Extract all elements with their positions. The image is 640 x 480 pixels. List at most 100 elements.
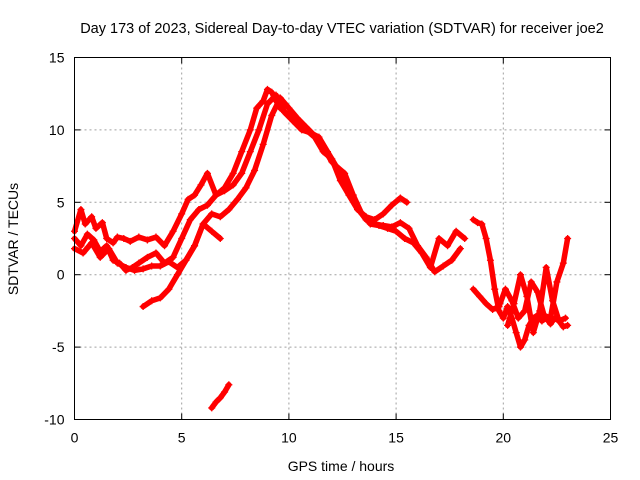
data-point	[178, 210, 186, 218]
data-point	[83, 230, 91, 238]
data-point	[311, 132, 319, 140]
data-point	[268, 88, 276, 96]
data-point	[542, 263, 550, 271]
data-point	[345, 187, 353, 195]
data-point	[203, 169, 211, 177]
y-tick-label: 5	[57, 194, 65, 210]
data-point	[229, 181, 237, 189]
series-arc-1	[71, 85, 411, 250]
data-point	[255, 126, 263, 134]
y-axis-label: SDTVAR / TECUs	[5, 183, 21, 295]
data-point	[253, 104, 261, 112]
data-point	[143, 236, 151, 244]
data-point	[182, 256, 190, 264]
data-point	[396, 219, 404, 227]
data-point	[195, 206, 203, 214]
data-point	[559, 259, 567, 267]
data-point	[504, 321, 512, 329]
data-point	[388, 201, 396, 209]
data-point	[197, 181, 205, 189]
data-point	[212, 191, 220, 199]
data-point	[285, 104, 293, 112]
data-point	[126, 237, 134, 245]
series-line	[140, 221, 224, 310]
x-axis-label: GPS time / hours	[288, 458, 395, 474]
data-point	[276, 94, 284, 102]
data-point	[452, 227, 460, 235]
data-point	[203, 201, 211, 209]
data-point	[216, 213, 224, 221]
data-point	[476, 292, 484, 300]
series-line	[504, 264, 569, 336]
data-point	[422, 253, 430, 261]
data-point	[221, 388, 229, 396]
series-arc-3	[71, 94, 464, 276]
data-point	[456, 245, 464, 253]
chart-title: Day 173 of 2023, Sidereal Day-to-day VTE…	[80, 21, 604, 37]
data-point	[169, 253, 177, 261]
data-point	[474, 219, 482, 227]
data-point	[165, 285, 173, 293]
data-point	[527, 278, 535, 286]
y-tick-label: -5	[52, 339, 65, 355]
data-point	[148, 262, 156, 270]
data-point	[564, 321, 572, 329]
data-point	[259, 97, 267, 105]
data-point	[92, 224, 100, 232]
data-point	[208, 210, 216, 218]
data-point	[379, 221, 387, 229]
data-point	[401, 235, 409, 242]
data-point	[156, 294, 164, 302]
data-point	[263, 85, 271, 93]
data-point	[139, 303, 147, 311]
data-point	[510, 300, 518, 308]
data-point	[212, 398, 220, 406]
data-point	[96, 253, 104, 261]
data-point	[504, 303, 512, 311]
x-tick-label: 15	[388, 430, 404, 446]
axis-ticks: 0 5 10 15 20 25 -10 -5 0 5 10 15	[44, 50, 618, 446]
data-point	[439, 262, 447, 270]
data-point	[469, 285, 477, 293]
data-point	[272, 91, 280, 99]
y-tick-label: -10	[44, 412, 64, 428]
data-point	[564, 235, 572, 242]
series-line	[71, 95, 464, 275]
data-point	[396, 194, 404, 202]
data-point	[561, 314, 569, 322]
data-point	[246, 148, 254, 156]
data-series	[71, 85, 572, 412]
data-point	[173, 271, 181, 279]
data-point	[414, 242, 422, 250]
series-arc-8	[504, 263, 569, 337]
data-point	[178, 235, 186, 242]
y-tick-label: 10	[49, 122, 65, 138]
data-point	[109, 239, 117, 247]
data-point	[139, 265, 147, 273]
data-point	[491, 285, 499, 293]
data-point	[319, 143, 327, 151]
data-point	[392, 227, 400, 235]
data-point	[229, 169, 237, 177]
data-point	[293, 114, 301, 122]
data-point	[251, 166, 259, 174]
data-point	[512, 329, 520, 337]
data-point	[486, 256, 494, 264]
data-point	[482, 300, 490, 308]
data-point	[302, 123, 310, 131]
data-point	[199, 220, 207, 228]
data-point	[152, 249, 160, 257]
data-point	[431, 268, 439, 276]
data-point	[461, 235, 469, 242]
data-point	[169, 227, 177, 235]
data-point	[81, 220, 89, 228]
data-point	[238, 148, 246, 156]
data-point	[98, 219, 106, 227]
data-point	[553, 278, 561, 286]
data-point	[233, 195, 241, 203]
data-point	[225, 206, 233, 214]
data-point	[516, 271, 524, 279]
data-point	[448, 256, 456, 264]
data-point	[77, 242, 85, 250]
